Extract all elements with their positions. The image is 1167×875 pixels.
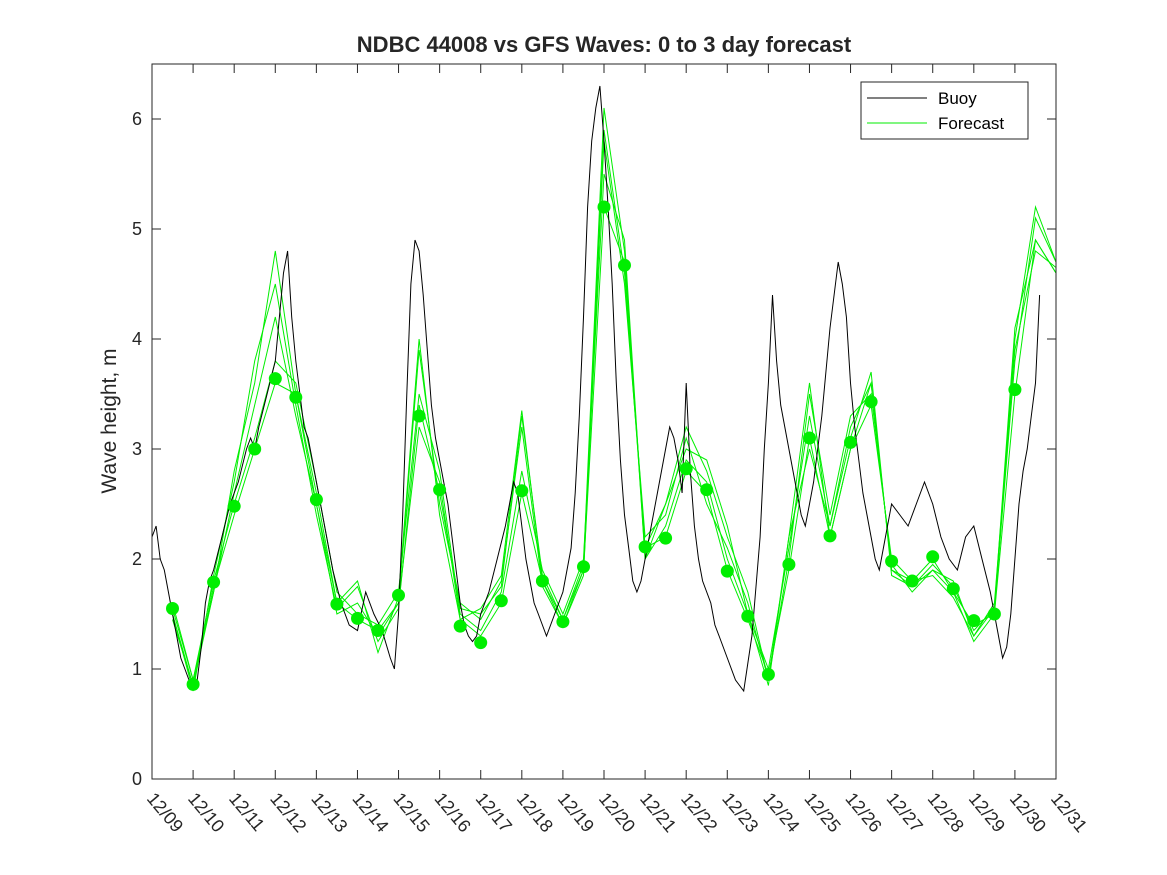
x-tick-label-9: 12/18: [513, 789, 557, 836]
forecast-marker-8: [330, 597, 344, 611]
forecast-marker-41: [1008, 383, 1022, 397]
forecast-line-4: [172, 107, 1056, 692]
forecast-marker-21: [597, 200, 611, 214]
forecast-marker-22: [618, 258, 631, 272]
forecast-marker-39: [967, 614, 981, 628]
forecast-marker-29: [761, 668, 775, 681]
x-tick-label-6: 12/15: [389, 789, 433, 836]
forecast-marker-2: [207, 575, 221, 589]
y-tick-label-1: 1: [132, 659, 142, 679]
forecast-marker-31: [803, 431, 816, 445]
forecast-marker-37: [926, 550, 940, 564]
forecast-marker-20: [577, 560, 590, 574]
y-tick-label-4: 4: [132, 329, 142, 349]
forecast-marker-10: [371, 624, 385, 637]
forecast-marker-38: [946, 582, 960, 596]
x-tick-label-2: 12/11: [225, 789, 268, 835]
forecast-marker-16: [494, 594, 508, 608]
forecast-marker-15: [474, 636, 488, 650]
x-tick-label-4: 12/13: [307, 789, 351, 836]
forecast-marker-5: [268, 372, 282, 386]
forecast-marker-30: [782, 558, 796, 571]
series-layer: [152, 85, 1056, 693]
x-tick-label-8: 12/17: [472, 789, 516, 836]
forecast-line-1: [172, 206, 1056, 686]
x-tick-label-1: 12/10: [184, 789, 228, 836]
x-tick-label-20: 12/29: [965, 789, 1009, 836]
forecast-marker-28: [741, 609, 755, 623]
y-axis-label: Wave height, m: [98, 348, 121, 493]
y-axis: 0 1 2 3 4 5 6: [132, 109, 1056, 789]
legend-forecast-label: Forecast: [938, 114, 1004, 133]
forecast-marker-18: [535, 574, 549, 588]
x-tick-label-7: 12/16: [431, 789, 475, 836]
forecast-marker-9: [351, 611, 364, 625]
forecast-line-3: [172, 140, 1056, 688]
x-tick-label-19: 12/28: [924, 789, 968, 836]
forecast-marker-13: [433, 483, 447, 497]
forecast-marker-25: [679, 462, 693, 476]
forecast-marker-14: [453, 619, 467, 633]
x-axis: 12/0912/1012/1112/1212/1312/1412/1512/16…: [143, 64, 1091, 836]
x-tick-label-12: 12/21: [636, 789, 680, 836]
chart-title: NDBC 44008 vs GFS Waves: 0 to 3 day fore…: [357, 32, 852, 57]
forecast-marker-7: [309, 493, 323, 507]
forecast-marker-32: [823, 529, 837, 543]
x-tick-label-5: 12/14: [348, 789, 392, 836]
forecast-marker-1: [186, 677, 200, 691]
forecast-marker-23: [638, 540, 652, 554]
x-tick-label-11: 12/20: [595, 789, 639, 836]
y-tick-label-3: 3: [132, 439, 142, 459]
forecast-line-2: [172, 173, 1056, 681]
y-tick-label-2: 2: [132, 549, 142, 569]
x-tick-label-15: 12/24: [759, 789, 803, 836]
forecast-marker-24: [659, 531, 673, 545]
forecast-marker-17: [515, 484, 529, 498]
forecast-marker-6: [289, 390, 303, 404]
forecast-marker-0: [166, 602, 179, 615]
y-tick-label-0: 0: [132, 769, 142, 789]
x-tick-label-22: 12/31: [1047, 789, 1091, 836]
x-tick-label-10: 12/19: [554, 789, 598, 836]
x-tick-label-0: 12/09: [143, 789, 187, 836]
forecast-marker-26: [700, 483, 714, 497]
x-tick-label-3: 12/12: [266, 789, 310, 836]
legend-box: [860, 81, 1029, 140]
forecast-marker-4: [248, 442, 262, 456]
x-tick-label-14: 12/23: [718, 789, 762, 836]
forecast-marker-33: [844, 435, 857, 449]
forecast-marker-34: [864, 395, 878, 409]
forecast-marker-27: [720, 564, 734, 578]
forecast-marker-35: [885, 554, 899, 568]
forecast-marker-36: [905, 574, 919, 588]
legend-buoy-label: Buoy: [938, 89, 977, 108]
forecast-marker-40: [987, 607, 1001, 621]
forecast-marker-3: [227, 499, 241, 513]
forecast-marker-11: [392, 588, 405, 602]
plot-frame: [151, 63, 1057, 780]
x-tick-label-16: 12/25: [800, 789, 844, 836]
x-tick-label-17: 12/26: [841, 789, 885, 836]
forecast-marker-19: [556, 615, 570, 629]
forecast-marker-12: [412, 409, 426, 423]
legend: Buoy Forecast: [860, 81, 1029, 140]
y-tick-label-5: 5: [132, 219, 142, 239]
x-tick-label-18: 12/27: [883, 789, 927, 836]
x-tick-label-21: 12/30: [1006, 789, 1050, 836]
x-tick-label-13: 12/22: [677, 789, 721, 836]
y-tick-label-6: 6: [132, 109, 142, 129]
buoy-line: [152, 85, 1041, 693]
